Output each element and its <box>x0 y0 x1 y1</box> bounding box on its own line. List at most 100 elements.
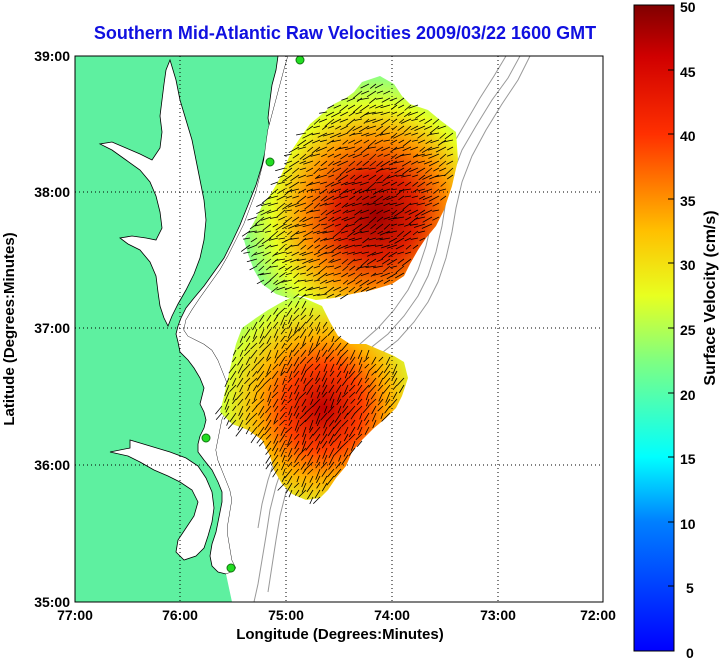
y-tick-label: 37:00 <box>34 320 70 336</box>
velocity-arrow <box>401 174 412 178</box>
velocity-arrow <box>292 342 300 353</box>
velocity-arrow <box>335 461 342 469</box>
velocity-arrow <box>306 384 314 396</box>
velocity-arrow <box>267 195 279 200</box>
velocity-arrow <box>361 384 370 394</box>
velocity-arrow <box>344 426 349 435</box>
velocity-arrow <box>366 118 377 123</box>
velocity-arrow <box>252 370 258 377</box>
velocity-arrow <box>232 349 237 356</box>
velocity-arrow <box>352 132 363 135</box>
velocity-arrow <box>365 286 377 292</box>
velocity-arrow <box>316 447 321 454</box>
velocity-arrow <box>315 461 321 469</box>
velocity-arrow <box>367 244 377 247</box>
velocity-arrow <box>307 349 314 356</box>
velocity-arrow <box>256 209 265 215</box>
velocity-arrow <box>288 181 300 189</box>
velocity-arrow <box>313 125 321 129</box>
velocity-arrow <box>247 384 251 392</box>
velocity-arrow <box>377 405 384 412</box>
velocity-arrow <box>282 468 286 476</box>
velocity-arrow <box>250 237 258 243</box>
velocity-arrow <box>288 405 293 416</box>
velocity-arrow <box>333 279 342 283</box>
velocity-arrow <box>439 167 447 172</box>
velocity-arrow <box>362 174 370 178</box>
velocity-arrow <box>312 426 321 436</box>
velocity-arrow <box>224 384 230 397</box>
velocity-arrow <box>316 475 321 484</box>
velocity-arrow <box>301 251 314 256</box>
velocity-arrow <box>293 405 300 417</box>
velocity-arrow <box>388 167 398 171</box>
velocity-arrow <box>267 398 272 406</box>
velocity-arrow <box>291 244 300 247</box>
velocity-arrow <box>388 160 398 166</box>
velocity-arrow <box>362 153 370 158</box>
velocity-arrow <box>355 433 363 441</box>
velocity-arrow <box>371 251 384 256</box>
velocity-arrow <box>297 195 307 204</box>
velocity-arrow <box>303 384 307 392</box>
velocity-arrow <box>383 90 391 95</box>
velocity-arrow <box>390 146 398 153</box>
velocity-arrow <box>244 342 251 352</box>
velocity-arrow <box>290 174 300 182</box>
velocity-arrow <box>303 160 314 165</box>
velocity-arrow <box>368 384 377 394</box>
velocity-arrow <box>405 244 412 250</box>
velocity-arrow <box>291 251 300 256</box>
velocity-arrow <box>272 384 279 393</box>
velocity-arrow <box>343 433 349 442</box>
velocity-arrow <box>336 398 342 406</box>
velocity-arrow <box>304 412 314 423</box>
velocity-arrow <box>294 440 300 450</box>
velocity-arrow <box>405 251 412 255</box>
velocity-arrow <box>356 440 363 447</box>
velocity-arrow <box>325 244 335 250</box>
velocity-arrow <box>226 419 230 426</box>
velocity-arrow <box>273 433 279 444</box>
velocity-arrow <box>313 118 321 125</box>
velocity-arrow <box>263 279 272 286</box>
velocity-arrow <box>327 104 335 109</box>
velocity-arrow <box>389 97 398 101</box>
velocity-arrow <box>300 314 307 320</box>
velocity-arrow <box>344 146 356 151</box>
velocity-arrow <box>338 454 342 462</box>
velocity-arrow <box>393 132 405 139</box>
velocity-arrow <box>353 90 363 99</box>
velocity-arrow <box>429 125 440 134</box>
velocity-arrow <box>380 118 391 126</box>
velocity-arrow <box>397 181 405 187</box>
velocity-arrow <box>275 258 286 261</box>
velocity-arrow <box>328 454 335 466</box>
velocity-arrow <box>301 482 307 493</box>
velocity-arrow <box>299 167 307 171</box>
velocity-arrow <box>302 132 314 139</box>
velocity-arrow <box>369 104 377 109</box>
velocity-arrow <box>260 202 272 207</box>
velocity-arrow <box>375 125 384 131</box>
velocity-arrow <box>409 202 419 205</box>
velocity-arrow <box>313 496 321 504</box>
velocity-arrow <box>322 132 335 137</box>
velocity-arrow <box>397 223 405 226</box>
velocity-arrow <box>294 391 300 401</box>
colorbar-tick: 15 <box>680 451 696 467</box>
velocity-arrow <box>268 384 272 391</box>
velocity-arrow <box>391 118 398 124</box>
velocity-arrow <box>422 195 433 201</box>
velocity-arrow <box>374 363 384 374</box>
grid <box>75 56 603 602</box>
velocity-arrow <box>321 482 328 492</box>
velocity-arrow <box>368 398 377 407</box>
velocity-arrow <box>341 272 349 278</box>
velocity-arrow <box>340 195 349 199</box>
velocity-arrow <box>238 370 244 379</box>
velocity-arrow <box>310 370 314 378</box>
velocity-arrow <box>266 356 272 362</box>
velocity-arrow <box>245 426 251 435</box>
velocity-arrow <box>294 335 300 341</box>
